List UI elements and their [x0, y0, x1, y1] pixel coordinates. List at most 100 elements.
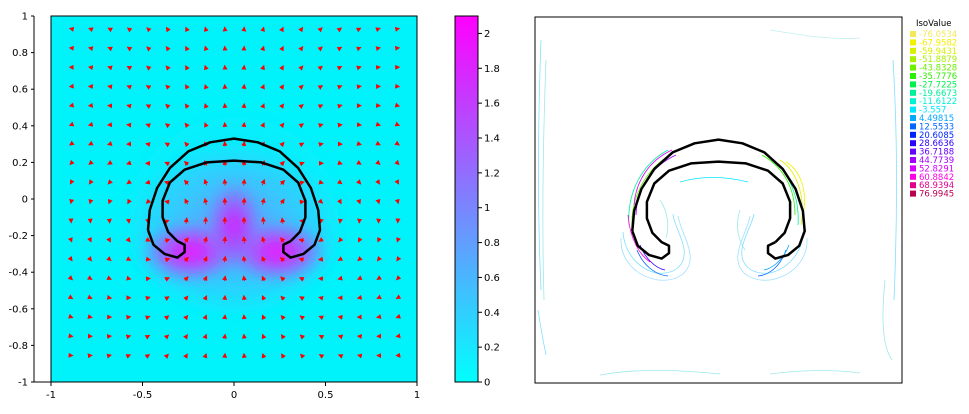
- contour-line: [737, 209, 746, 251]
- velocity-arrow: [298, 142, 305, 148]
- x-tick-label: 0.5: [318, 390, 334, 401]
- velocity-arrow: [202, 275, 208, 282]
- velocity-arrow: [317, 65, 323, 71]
- velocity-arrow: [126, 103, 132, 109]
- velocity-arrow: [185, 26, 190, 33]
- velocity-arrow: [183, 314, 189, 321]
- velocity-arrow: [87, 237, 92, 243]
- velocity-arrow: [299, 353, 306, 359]
- velocity-arrow: [164, 142, 171, 148]
- velocity-arrow: [144, 315, 151, 321]
- velocity-arrow: [241, 333, 247, 339]
- velocity-arrow: [106, 141, 113, 146]
- velocity-arrow: [318, 237, 324, 242]
- velocity-arrow: [279, 84, 284, 90]
- velocity-arrow: [184, 141, 190, 148]
- velocity-arrow: [358, 237, 363, 243]
- velocity-arrow: [183, 179, 190, 186]
- velocity-arrow: [183, 295, 189, 301]
- velocity-arrow: [144, 354, 151, 359]
- velocity-arrow: [318, 354, 325, 359]
- velocity-arrow: [376, 294, 382, 300]
- velocity-arrow: [298, 238, 305, 243]
- legend-label: 28.6636: [919, 139, 954, 149]
- velocity-arrow: [298, 103, 304, 110]
- velocity-arrow: [145, 142, 151, 147]
- velocity-arrow: [298, 123, 305, 129]
- velocity-arrow: [164, 123, 171, 129]
- velocity-arrow: [356, 294, 363, 300]
- velocity-arrow: [318, 142, 324, 147]
- velocity-arrow: [260, 83, 265, 90]
- velocity-arrow: [164, 257, 171, 263]
- y-tick-label: 0.4: [12, 121, 28, 132]
- velocity-arrow: [107, 160, 113, 165]
- y-tick-label: -0.2: [8, 231, 28, 242]
- velocity-arrow: [126, 160, 132, 166]
- velocity-arrow: [279, 45, 284, 52]
- contour-line: [679, 177, 749, 183]
- contour-line: [737, 215, 808, 281]
- velocity-arrow: [68, 333, 74, 339]
- legend-swatch: [910, 115, 916, 121]
- velocity-arrow: [356, 353, 363, 359]
- velocity-arrow: [317, 46, 323, 52]
- colorbar-tick-label: 1.8: [484, 64, 500, 75]
- velocity-arrow: [127, 198, 132, 205]
- velocity-arrow: [164, 277, 171, 282]
- y-tick-label: -0.6: [8, 304, 28, 315]
- velocity-arrow: [394, 159, 400, 166]
- velocity-arrow: [144, 334, 151, 340]
- velocity-arrow: [261, 333, 267, 340]
- contour-line: [769, 29, 861, 39]
- velocity-arrow: [375, 159, 381, 166]
- y-tick-label: -0.4: [8, 268, 28, 279]
- legend-label: -67.9582: [919, 38, 957, 48]
- velocity-arrow: [204, 103, 209, 109]
- velocity-arrow: [261, 314, 267, 320]
- velocity-arrow: [261, 255, 267, 263]
- contour-line: [779, 159, 803, 226]
- velocity-arrow: [67, 294, 74, 300]
- legend-swatch: [910, 89, 916, 96]
- velocity-arrow: [336, 179, 343, 185]
- velocity-arrow: [222, 314, 228, 320]
- velocity-arrow: [394, 121, 401, 127]
- velocity-arrow: [185, 65, 190, 71]
- contour-line: [633, 149, 673, 206]
- legend-label: 36.7188: [919, 148, 954, 158]
- velocity-arrow: [165, 103, 171, 110]
- velocity-arrow: [183, 237, 189, 243]
- legend-label: 20.6085: [919, 131, 954, 141]
- velocity-arrow: [375, 140, 381, 146]
- velocity-arrow: [298, 277, 305, 282]
- velocity-arrow: [126, 27, 133, 33]
- velocity-arrow: [202, 314, 208, 320]
- velocity-arrow: [376, 314, 382, 319]
- velocity-arrow: [395, 313, 402, 319]
- legend-label: -27.7225: [919, 80, 957, 90]
- legend-swatch: [910, 64, 916, 71]
- velocity-arrow: [67, 275, 74, 281]
- velocity-arrow: [261, 294, 267, 301]
- velocity-arrow: [279, 160, 285, 167]
- velocity-arrow: [185, 45, 190, 52]
- velocity-arrow: [356, 46, 362, 52]
- velocity-arrow: [337, 256, 344, 261]
- legend-swatch: [910, 73, 916, 79]
- velocity-arrow: [222, 121, 228, 128]
- contour-line: [761, 154, 796, 216]
- x-tick-label: 0: [231, 390, 237, 401]
- velocity-arrow: [106, 256, 112, 262]
- velocity-arrow: [145, 295, 151, 301]
- velocity-arrow: [241, 255, 247, 263]
- velocity-arrow: [395, 294, 402, 300]
- velocity-arrow: [87, 294, 93, 300]
- velocity-arrow: [299, 315, 306, 321]
- legend-swatch: [910, 56, 916, 63]
- contour-plot: IsoValue -76.0534-67.9582-59.9431-51.887…: [534, 16, 957, 384]
- velocity-arrow: [202, 333, 208, 340]
- velocity-arrow: [260, 26, 266, 32]
- legend-swatch: [910, 31, 916, 37]
- velocity-arrow: [165, 26, 171, 33]
